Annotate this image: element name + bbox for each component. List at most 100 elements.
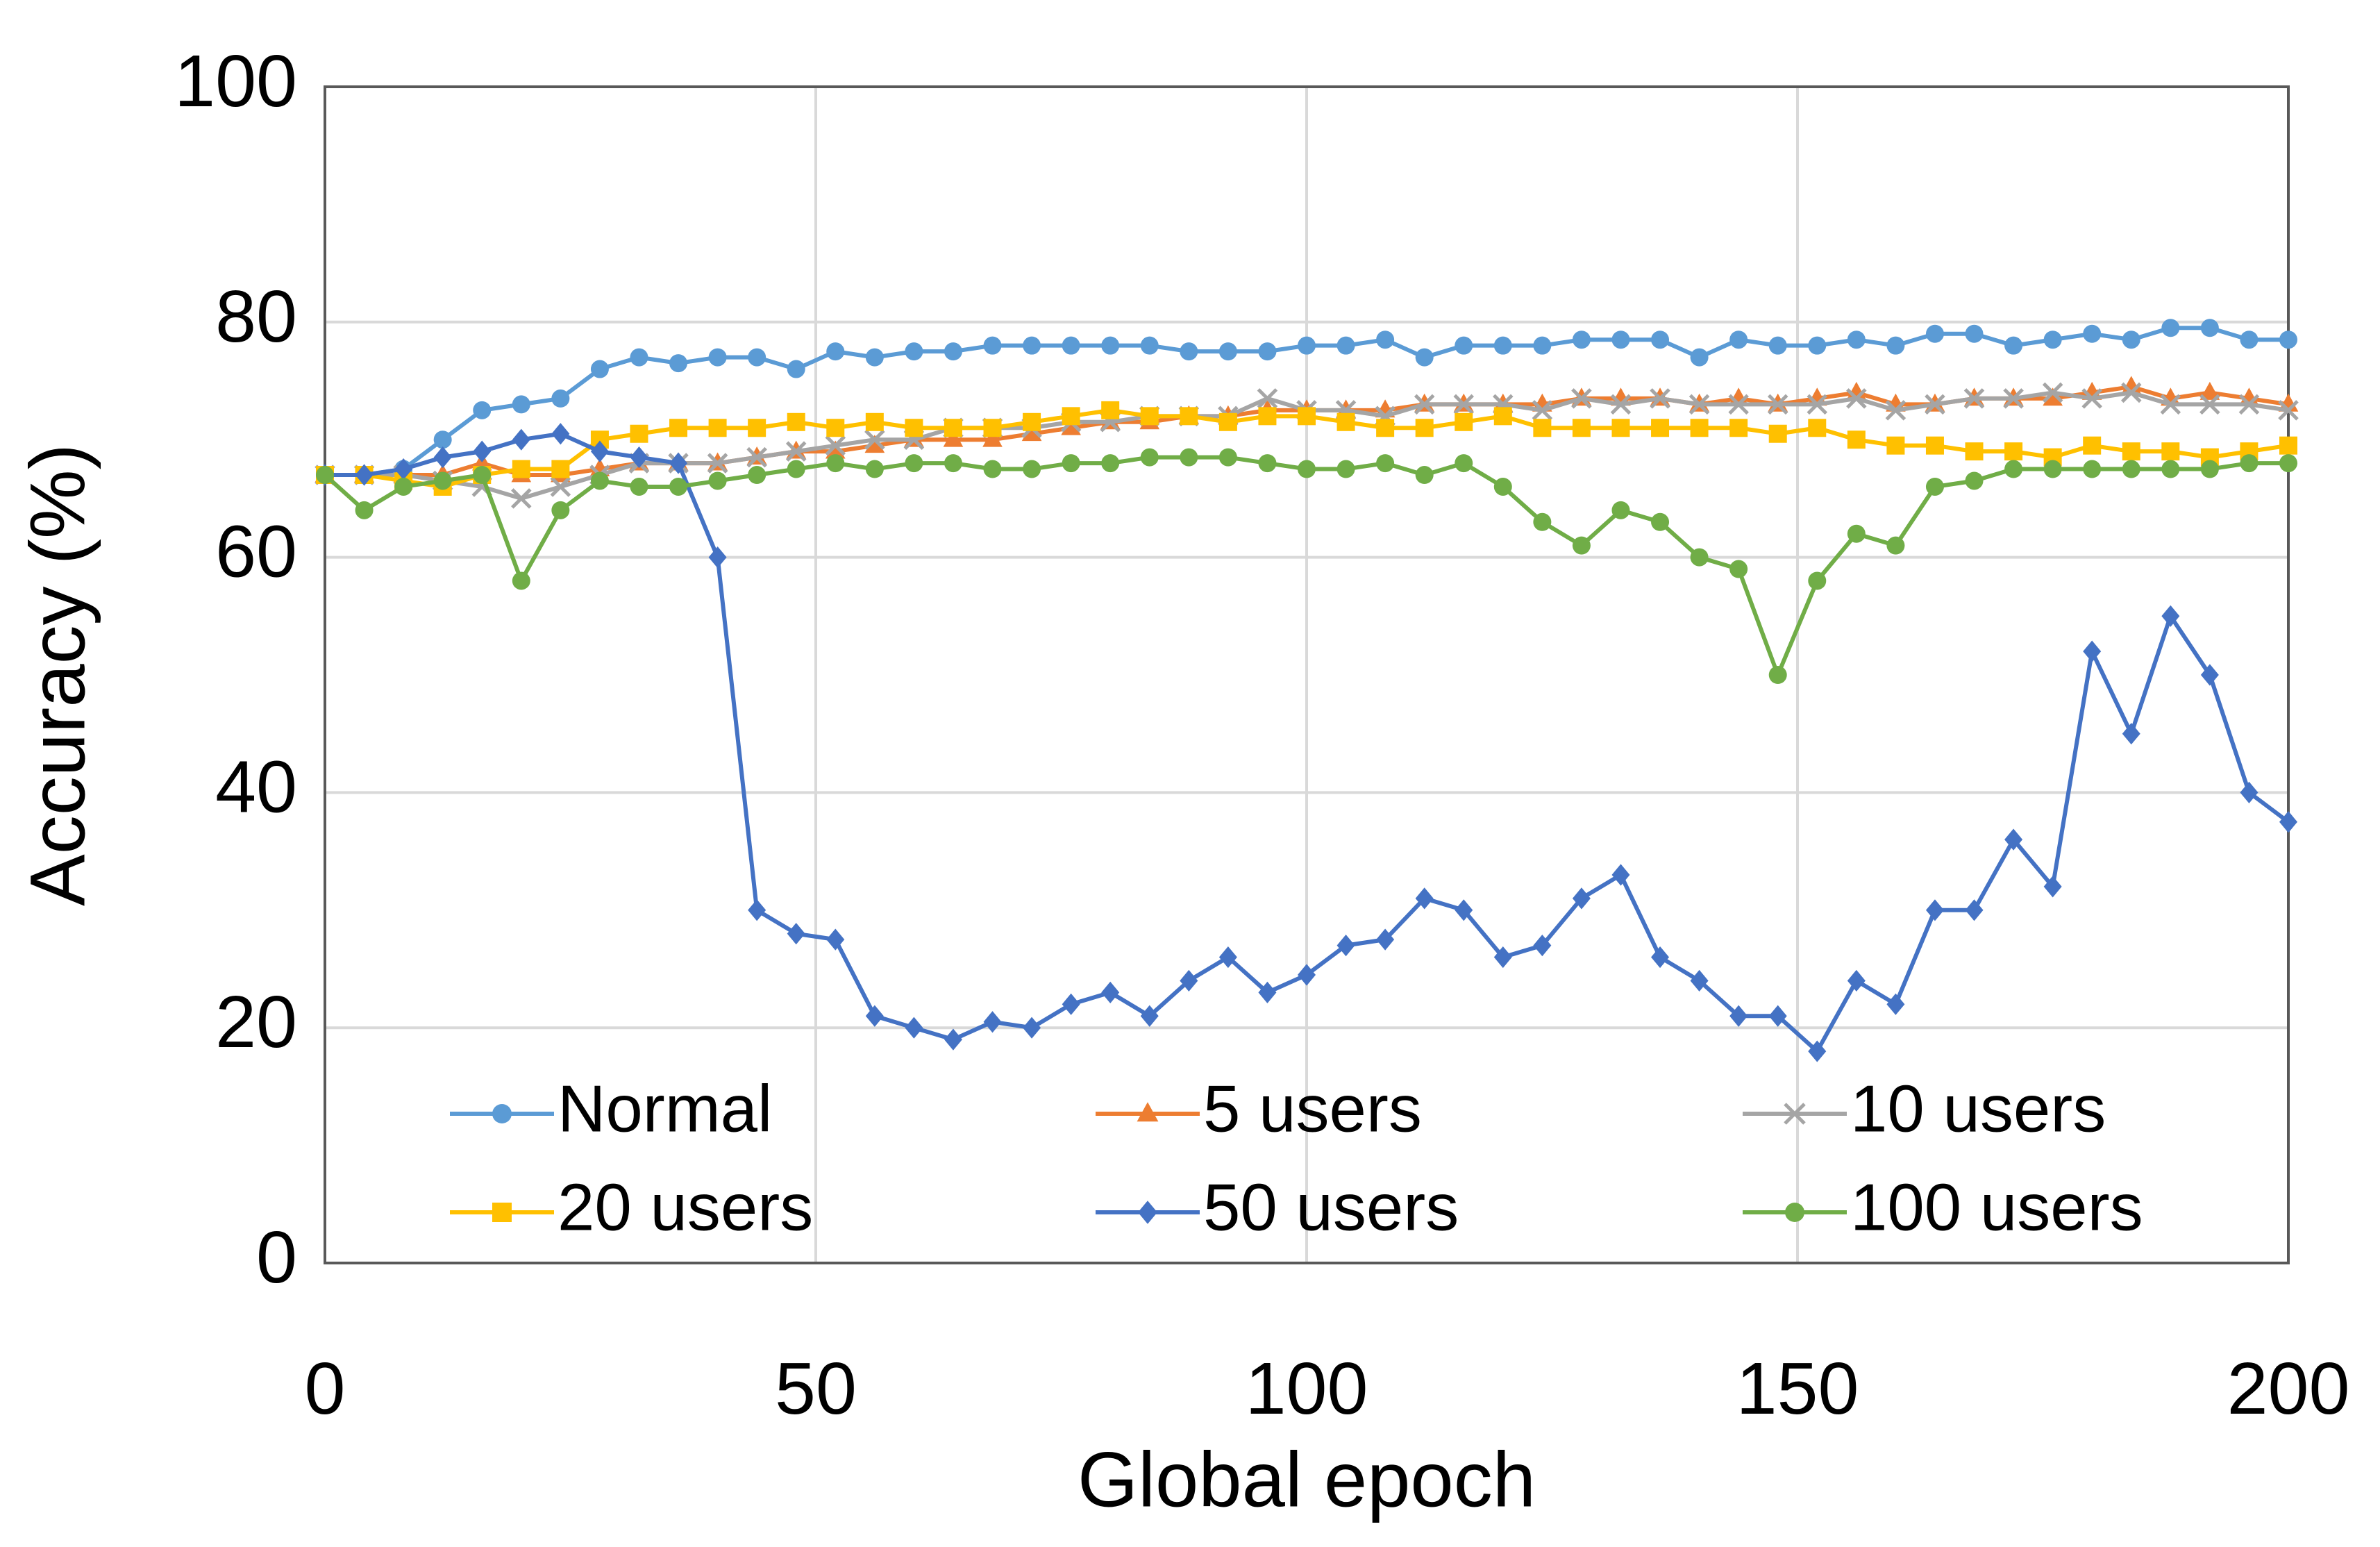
marker: [1140, 1005, 1159, 1027]
marker: [1140, 407, 1159, 426]
marker: [1925, 899, 1944, 921]
marker: [787, 412, 805, 431]
marker: [1455, 412, 1473, 431]
marker: [590, 471, 609, 490]
marker: [787, 460, 805, 478]
marker: [551, 389, 570, 408]
marker: [1023, 1017, 1041, 1039]
marker: [708, 348, 727, 367]
marker: [1807, 394, 1828, 415]
marker: [1376, 928, 1395, 951]
marker: [630, 446, 648, 469]
legend-label: 20 users: [558, 1170, 813, 1244]
marker: [1690, 419, 1709, 437]
marker: [2278, 400, 2299, 421]
marker: [1808, 571, 1827, 590]
marker: [826, 454, 845, 473]
marker: [2003, 388, 2024, 409]
marker: [2200, 460, 2219, 478]
marker: [1886, 336, 1905, 355]
marker: [551, 501, 570, 519]
marker: [983, 419, 1002, 437]
marker: [1768, 1005, 1787, 1027]
marker: [316, 466, 334, 485]
marker: [1965, 324, 1984, 343]
marker: [473, 440, 492, 462]
marker: [1886, 536, 1905, 555]
marker: [2240, 331, 2259, 349]
marker: [1336, 336, 1355, 355]
marker: [2043, 876, 2062, 898]
marker: [1963, 388, 1985, 409]
marker: [1729, 1005, 1748, 1027]
marker: [865, 460, 884, 478]
marker: [826, 342, 845, 361]
marker: [1886, 436, 1905, 455]
marker: [2043, 460, 2062, 478]
marker: [2042, 382, 2063, 403]
marker: [1533, 419, 1552, 437]
marker: [1061, 417, 1081, 435]
x-tick-label: 150: [1736, 1348, 1859, 1430]
marker: [1023, 412, 1041, 431]
marker: [943, 428, 964, 447]
marker: [2161, 460, 2180, 478]
marker: [1021, 423, 1042, 442]
marker: [1062, 336, 1080, 355]
marker: [1180, 969, 1198, 992]
marker: [983, 1011, 1002, 1033]
marker: [1455, 336, 1473, 355]
marker: [2161, 605, 2180, 627]
marker: [492, 1203, 512, 1222]
marker: [1140, 448, 1159, 467]
marker: [1572, 887, 1591, 910]
marker: [1728, 394, 1749, 415]
marker: [1610, 394, 1632, 415]
marker: [1768, 666, 1787, 684]
marker: [1572, 419, 1591, 437]
marker: [590, 360, 609, 378]
marker: [2083, 324, 2102, 343]
marker: [1768, 336, 1787, 355]
marker: [825, 440, 846, 459]
marker: [669, 354, 688, 373]
marker: [1767, 394, 1788, 415]
marker: [1062, 407, 1080, 426]
marker: [1298, 460, 1316, 478]
marker: [1493, 336, 1512, 355]
marker: [512, 571, 530, 590]
marker: [748, 899, 766, 921]
marker: [2161, 442, 2180, 461]
marker: [787, 923, 805, 945]
marker: [630, 348, 648, 367]
plot-border: [324, 85, 2290, 1264]
marker: [550, 476, 571, 497]
marker: [1336, 460, 1355, 478]
marker: [1376, 331, 1395, 349]
marker: [905, 454, 923, 473]
marker: [473, 466, 492, 485]
marker: [1651, 419, 1670, 437]
marker: [512, 428, 530, 451]
marker: [1572, 536, 1591, 555]
marker: [1415, 887, 1434, 910]
marker: [1808, 419, 1827, 437]
marker: [1493, 407, 1512, 426]
marker: [826, 419, 845, 437]
marker: [1651, 331, 1670, 349]
marker: [1218, 412, 1237, 431]
marker: [1846, 388, 1867, 409]
marker: [2122, 723, 2140, 745]
marker: [1258, 342, 1277, 361]
marker: [1885, 400, 1906, 421]
marker: [1572, 331, 1591, 349]
marker: [355, 464, 374, 486]
y-tick-label: 80: [215, 276, 297, 358]
marker: [826, 928, 845, 951]
marker: [983, 336, 1002, 355]
marker: [2161, 319, 2180, 337]
marker: [944, 342, 962, 361]
marker: [748, 348, 766, 367]
marker: [1808, 336, 1827, 355]
